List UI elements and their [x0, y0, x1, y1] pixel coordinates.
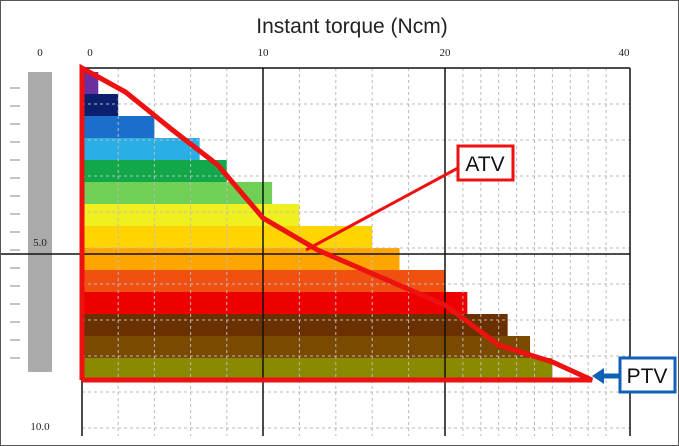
torque-band — [82, 182, 273, 205]
ptv-callout-box — [618, 356, 677, 394]
torque-band — [82, 204, 300, 227]
depth-scale-bar — [28, 72, 52, 372]
x-tick-40: 40 — [619, 47, 631, 59]
ptv-label: PTV — [627, 365, 668, 388]
torque-band — [82, 72, 99, 95]
torque-band — [82, 336, 531, 359]
depth-tick-5: 5.0 — [33, 237, 47, 249]
x-tick-20: 20 — [440, 47, 452, 59]
torque-outline — [79, 63, 594, 383]
torque-band — [82, 314, 508, 337]
torque-band — [82, 358, 553, 381]
atv-callout-box — [456, 144, 515, 182]
chart-title: Instant torque (Ncm) — [256, 15, 447, 38]
torque-band — [82, 94, 119, 117]
depth-scale: 0 5.0 10.0 — [10, 47, 52, 433]
depth-tick-0: 0 — [37, 47, 43, 59]
x-tick-10: 10 — [258, 47, 270, 59]
x-tick-0: 0 — [87, 47, 93, 59]
torque-band — [82, 292, 468, 315]
torque-band — [82, 138, 200, 161]
atv-pointer-line — [305, 166, 459, 252]
depth-tick-10: 10.0 — [30, 421, 50, 433]
ptv-arrow — [592, 368, 604, 384]
torque-band — [82, 116, 155, 139]
atv-label: ATV — [465, 153, 504, 176]
